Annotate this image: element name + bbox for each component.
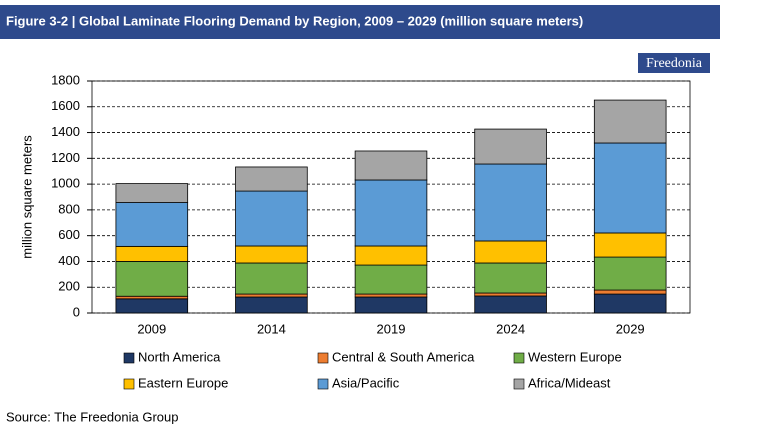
legend-swatch [317, 352, 329, 364]
bar-segment [354, 179, 428, 247]
y-axis-label: million square meters [19, 135, 34, 259]
bar-segment [474, 128, 547, 165]
y-tick-label: 200 [58, 279, 80, 294]
y-tick-label: 1200 [51, 150, 80, 165]
bar-segment [115, 202, 189, 247]
bar-segment [593, 99, 667, 144]
y-tick-label: 400 [58, 253, 80, 268]
bar-segment [474, 295, 547, 314]
legend-swatch [513, 378, 525, 390]
x-tick-label: 2019 [377, 321, 406, 336]
legend-label: Western Europe [528, 349, 622, 364]
bar-segment [235, 293, 308, 298]
bar-segment [593, 232, 667, 258]
x-tick-label: 2014 [257, 321, 286, 336]
bar-segment [354, 264, 428, 295]
bar-segment [474, 262, 547, 294]
y-tick-label: 1600 [51, 98, 80, 113]
legend-label: Central & South America [332, 349, 475, 364]
legend-label: North America [138, 349, 221, 364]
x-tick-label: 2009 [137, 321, 166, 336]
source: Source: The Freedonia Group [6, 409, 178, 424]
bar-segment [235, 166, 308, 192]
y-tick-label: 1000 [51, 176, 80, 191]
legend-swatch [123, 378, 135, 390]
bar-segment [593, 293, 667, 314]
bar-segment [115, 245, 189, 262]
x-tick-label: 2029 [616, 321, 645, 336]
bar-segment [474, 240, 547, 264]
bar-segment [593, 142, 667, 234]
y-tick-label: 0 [73, 304, 80, 319]
bar-segment [593, 256, 667, 291]
y-tick-label: 1400 [51, 124, 80, 139]
title-bar [0, 5, 720, 39]
bar-segment [354, 296, 428, 314]
x-tick-label: 2024 [496, 321, 525, 336]
legend-label: Eastern Europe [138, 375, 228, 390]
bar-segment [115, 261, 189, 297]
bar-segment [115, 183, 189, 203]
chart-title: Figure 3-2 | Global Laminate Flooring De… [6, 13, 583, 28]
bar-segment [235, 262, 308, 295]
logo: Freedonia [646, 56, 703, 71]
legend-label: Africa/Mideast [528, 375, 611, 390]
y-tick-label: 800 [58, 201, 80, 216]
bar-segment [235, 190, 308, 247]
legend-label: Asia/Pacific [332, 375, 400, 390]
legend-swatch [513, 352, 525, 364]
bar-segment [354, 293, 428, 298]
bar-segment [235, 245, 308, 264]
bar-segment [474, 163, 547, 242]
legend-swatch [317, 378, 329, 390]
y-tick-label: 1800 [51, 72, 80, 87]
bar-segment [115, 298, 189, 314]
bar-segment [593, 289, 667, 295]
logo-box [638, 53, 710, 73]
bar-segment [354, 150, 428, 181]
bar-segment [474, 292, 547, 297]
y-tick-label: 600 [58, 227, 80, 242]
bar-segment [354, 245, 428, 266]
legend-swatch [123, 352, 135, 364]
bar-segment [235, 296, 308, 314]
